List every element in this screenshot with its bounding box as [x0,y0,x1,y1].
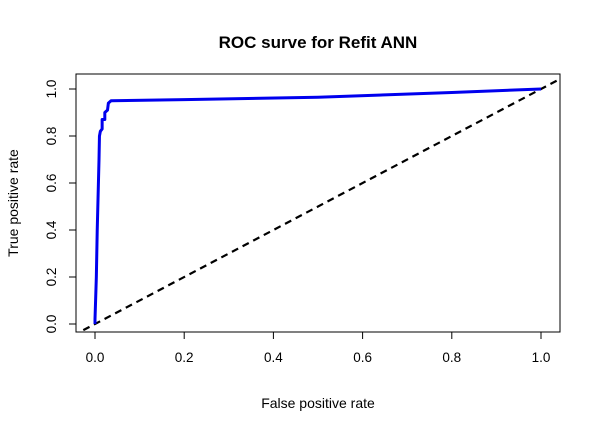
reference-diagonal-line [77,77,560,332]
y-tick-label: 0.8 [44,127,59,146]
roc-curve-line [93,87,542,324]
chart-title: ROC surve for Refit ANN [219,33,418,52]
x-tick-label: 0.8 [442,350,461,365]
x-axis: 0.0 0.2 0.4 0.6 0.8 1.0 [86,331,551,365]
y-axis-label: True positive rate [5,149,21,257]
plot-frame [75,73,561,333]
y-tick-label: 0.4 [44,220,59,239]
series-layer [77,77,560,332]
y-tick-label: 1.0 [44,80,59,99]
y-tick-label: 0.6 [44,174,59,193]
x-tick-label: 0.6 [353,350,372,365]
y-tick-label: 0.2 [44,268,59,287]
y-tick-label: 0.0 [44,315,59,334]
x-axis-label: False positive rate [261,395,375,411]
x-tick-label: 1.0 [532,350,551,365]
x-tick-label: 0.4 [264,350,283,365]
x-tick-label: 0.2 [175,350,194,365]
x-tick-label: 0.0 [86,350,105,365]
y-axis: 0.0 0.2 0.4 0.6 0.8 1.0 [44,80,77,334]
